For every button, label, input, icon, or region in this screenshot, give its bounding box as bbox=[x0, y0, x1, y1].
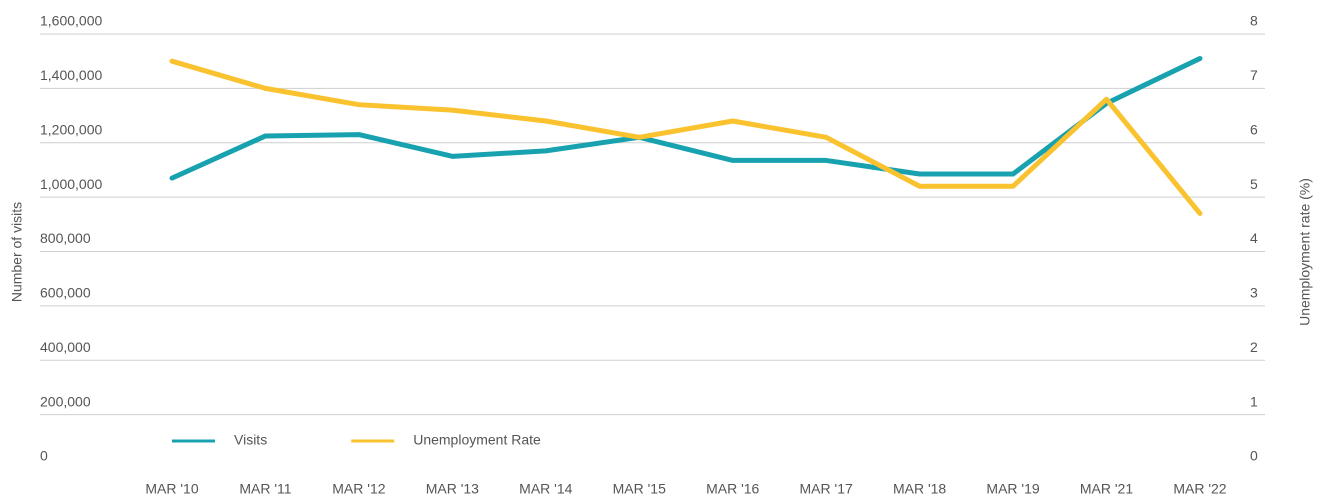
y2-tick-label: 1 bbox=[1250, 393, 1258, 409]
y2-axis-title: Unemployment rate (%) bbox=[1297, 178, 1313, 326]
y-tick-label: 1,400,000 bbox=[40, 67, 102, 83]
y-tick-label: 1,000,000 bbox=[40, 176, 102, 192]
y-tick-label: 800,000 bbox=[40, 230, 91, 246]
x-tick-label: MAR '17 bbox=[800, 481, 853, 497]
y-tick-label: 200,000 bbox=[40, 393, 91, 409]
x-tick-label: MAR '15 bbox=[613, 481, 666, 497]
x-tick-label: MAR '11 bbox=[239, 481, 291, 497]
y2-tick-label: 6 bbox=[1250, 121, 1258, 137]
y-tick-label: 400,000 bbox=[40, 339, 91, 355]
x-tick-label: MAR '12 bbox=[332, 481, 385, 497]
y-axis-title: Number of visits bbox=[9, 202, 25, 302]
x-tick-label: MAR '14 bbox=[519, 481, 572, 497]
y-tick-label: 0 bbox=[40, 448, 48, 464]
y-tick-label: 600,000 bbox=[40, 285, 91, 301]
x-tick-label: MAR '22 bbox=[1173, 481, 1226, 497]
y2-tick-label: 0 bbox=[1250, 448, 1258, 464]
series-line bbox=[169, 55, 1203, 181]
y-tick-label: 1,600,000 bbox=[40, 13, 102, 29]
series-line bbox=[169, 58, 1203, 216]
legend-label: Unemployment Rate bbox=[413, 432, 541, 448]
x-tick-label: MAR '21 bbox=[1080, 481, 1133, 497]
y2-tick-label: 2 bbox=[1250, 339, 1258, 355]
y2-tick-label: 5 bbox=[1250, 176, 1258, 192]
y-tick-label: 1,200,000 bbox=[40, 121, 102, 137]
y2-tick-label: 3 bbox=[1250, 285, 1258, 301]
legend-label: Visits bbox=[234, 432, 267, 448]
x-tick-label: MAR '19 bbox=[986, 481, 1039, 497]
x-tick-label: MAR '13 bbox=[426, 481, 479, 497]
y2-tick-label: 4 bbox=[1250, 230, 1258, 246]
x-tick-label: MAR '18 bbox=[893, 481, 946, 497]
y2-tick-label: 7 bbox=[1250, 67, 1258, 83]
y2-tick-label: 8 bbox=[1250, 13, 1258, 29]
x-tick-label: MAR '16 bbox=[706, 481, 759, 497]
x-tick-label: MAR '10 bbox=[145, 481, 198, 497]
